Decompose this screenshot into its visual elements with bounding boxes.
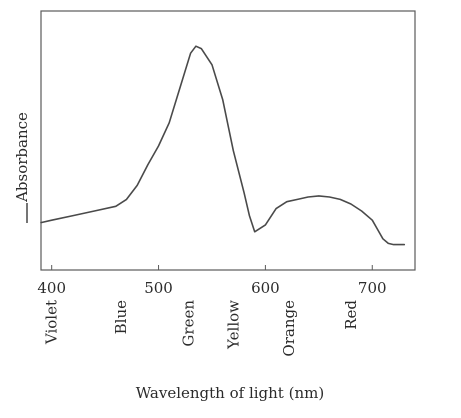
x-axis-ticks: 400 500 600 700 bbox=[37, 265, 387, 297]
color-band-label-yellow: Yellow bbox=[224, 300, 242, 350]
color-band-label-red: Red bbox=[342, 300, 360, 330]
y-axis-title: Absorbance bbox=[13, 112, 31, 203]
x-tick-label: 700 bbox=[358, 279, 387, 297]
plot-frame bbox=[40, 10, 416, 271]
color-band-label-orange: Orange bbox=[280, 300, 298, 357]
x-axis-title: Wavelength of light (nm) bbox=[136, 384, 324, 402]
color-band-labels: Violet Blue Green Yellow Orange Red bbox=[43, 300, 360, 357]
x-tick-label: 600 bbox=[251, 279, 280, 297]
x-tick-label: 500 bbox=[144, 279, 173, 297]
color-band-label-violet: Violet bbox=[43, 300, 61, 345]
color-band-label-green: Green bbox=[180, 300, 198, 347]
x-tick-label: 400 bbox=[37, 279, 66, 297]
color-band-label-blue: Blue bbox=[112, 300, 130, 334]
absorbance-curve bbox=[40, 45, 406, 246]
